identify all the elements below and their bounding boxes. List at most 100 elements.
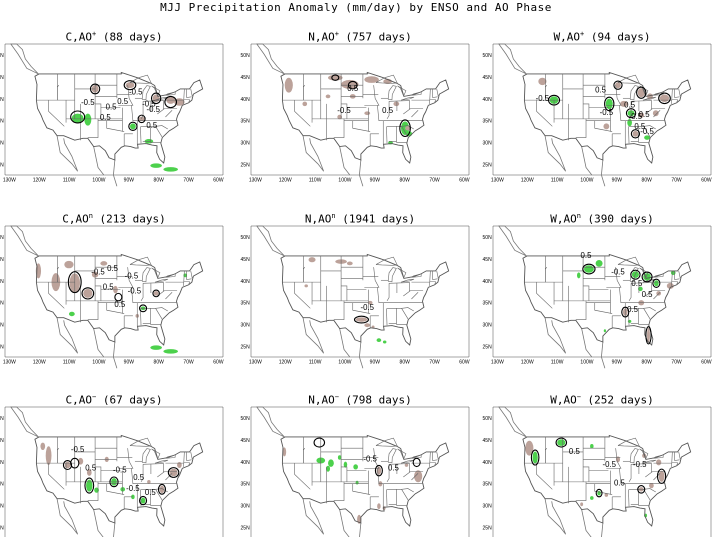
state-border [131,287,137,302]
wet-anomaly [150,345,162,350]
state-border [653,473,660,480]
great-lake [411,455,421,458]
state-border [437,452,438,459]
state-border [402,489,408,499]
state-border [638,504,648,505]
lon-tick-label: 130W [249,360,262,366]
great-lake [376,438,397,446]
ao-phase: + [580,30,585,38]
lon-tick-label: 110W [309,360,322,366]
state-border [653,110,660,117]
state-border [165,110,172,117]
state-border [184,463,190,466]
great-lake [411,274,421,277]
anomaly-contour [138,115,145,122]
contour-label: -0.5 [81,98,95,107]
contour-label: 0.5 [146,121,158,130]
state-border [107,484,124,495]
state-border [295,463,311,489]
dry-anomaly [620,100,628,107]
dry-anomaly [604,493,609,497]
lon-tick-label: 60W [459,360,470,366]
anomaly-contour [153,290,159,297]
state-border [645,291,652,296]
map-frame [493,226,711,357]
state-border [187,452,192,461]
dry-anomaly [64,260,74,269]
dry-anomaly [405,125,411,131]
state-border [88,482,98,501]
mexico-coastline [359,523,362,537]
state-border [606,267,621,287]
state-border [537,463,553,489]
ao-label: ,AO [560,30,581,44]
map-panel: -0.50.5-0.50.5-0.50.50.5-0.550N45N40N35N… [483,44,712,175]
state-border [157,472,164,477]
us-outline [281,254,449,345]
wet-anomaly [590,496,594,500]
lat-tick-label: 25N [241,162,251,168]
great-lake [639,268,647,278]
panel-title: N,AOn (1941 days) [260,212,460,226]
state-border [387,283,389,301]
ao-phase: n [331,212,336,220]
anomaly-contour [646,327,651,344]
state-border [679,271,680,278]
contour-label: 0.5 [581,251,593,260]
state-border [437,89,438,96]
mexico-coastline [303,136,324,172]
canada-coastline [11,407,39,437]
anomaly-contour [110,477,118,487]
lat-tick-label: 40N [0,460,4,466]
contour-label: -0.5 [126,484,140,493]
wet-anomaly [325,465,331,472]
great-lake [151,86,159,96]
lat-tick-label: 30N [0,140,4,146]
state-border [341,104,347,119]
state-border [165,452,184,463]
state-border [386,308,387,325]
lat-tick-label: 30N [0,322,4,328]
anomaly-contour [71,111,85,123]
lat-tick-label: 30N [483,322,493,328]
lon-tick-label: 120W [521,178,534,184]
contour-label: 0.5 [627,305,639,314]
state-border [595,484,612,495]
anomaly-contour [140,305,147,312]
enso-phase: C [65,30,73,44]
lon-tick-label: 110W [63,360,76,366]
dry-anomaly [83,288,93,298]
state-border [334,301,344,320]
anomaly-contour [115,293,122,300]
state-border [672,100,678,103]
enso-phase: W [553,30,561,44]
state-border [163,463,177,472]
contour-label: -0.5 [91,268,105,277]
contour-label: 0.5 [569,447,581,456]
anomaly-contour [653,279,660,287]
lon-tick-label: 90W [370,178,381,184]
contour-label: -0.5 [602,460,616,469]
great-lake [376,257,397,265]
state-border [187,89,192,98]
state-border [156,126,162,136]
contour-label: 0.5 [634,122,646,131]
state-border [595,121,612,132]
mexico-coastline [582,510,592,537]
mexico-coastline [303,318,324,354]
dry-anomaly [302,101,308,107]
wet-anomaly [131,494,135,500]
state-border [403,109,410,114]
anomaly-contour [400,120,410,136]
state-border [402,308,408,318]
anomaly-contour [129,122,137,130]
dry-anomaly [304,284,308,288]
lat-tick-label: 35N [241,119,251,125]
lon-tick-label: 90W [124,360,135,366]
lat-tick-label: 40N [483,97,493,103]
dry-anomaly [346,261,353,266]
mexico-coastline [340,329,350,357]
map-frame [251,44,469,175]
state-border [545,85,546,100]
